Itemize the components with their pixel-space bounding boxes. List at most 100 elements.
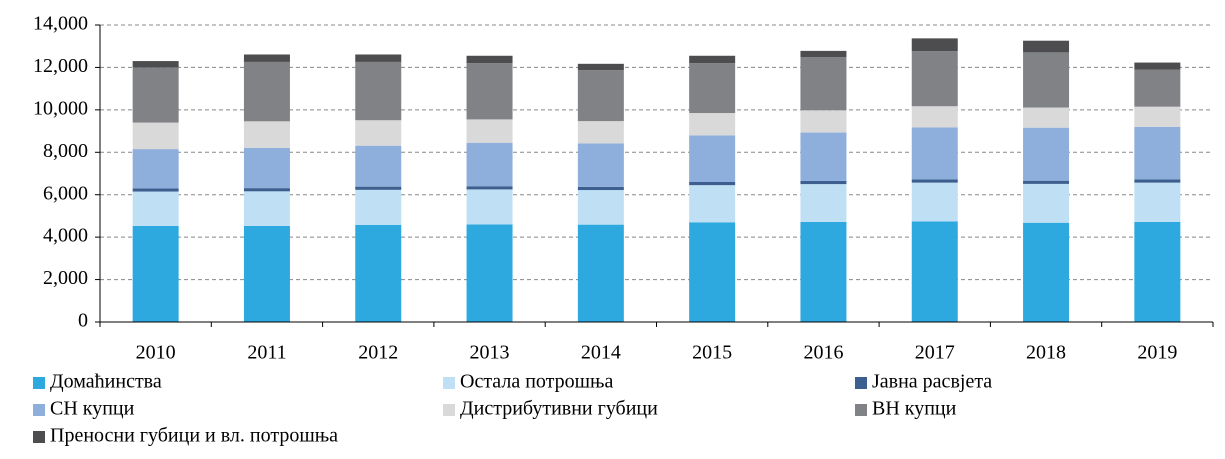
bar-segment [1023, 52, 1070, 108]
bar-segment [1134, 69, 1181, 107]
bar-segment [577, 121, 624, 144]
bar-segment [911, 221, 958, 322]
bar-segment [911, 179, 958, 183]
bar-segment [355, 186, 402, 190]
bar-segment [689, 181, 736, 186]
bar-segment [800, 180, 847, 185]
bar-segment [1134, 182, 1181, 222]
bar-segment [911, 127, 958, 180]
y-tick-label: 4,000 [43, 225, 88, 247]
bar-segment [800, 221, 847, 322]
legend-label: Домаћинства [50, 371, 162, 393]
x-tick-label: 2016 [803, 342, 843, 364]
bar-segment [1134, 62, 1181, 70]
bar-segment [1134, 179, 1181, 183]
bar-segment [1134, 106, 1181, 127]
bar-segment [1023, 107, 1070, 128]
y-tick-label: 0 [78, 310, 88, 332]
bar-segment [800, 184, 847, 222]
legend-label: ВН купци [872, 398, 957, 420]
bar-segment [800, 110, 847, 133]
legend-swatch [855, 404, 867, 416]
bar-segment [1023, 127, 1070, 181]
bar-segment [132, 191, 179, 226]
bar-segment [577, 63, 624, 71]
bar-segment [689, 113, 736, 136]
legend-label: СН купци [50, 398, 135, 420]
bar-segment [132, 188, 179, 192]
x-tick-label: 2012 [358, 342, 398, 364]
bar-segment [577, 190, 624, 225]
x-tick-label: 2011 [247, 342, 286, 364]
x-tick-label: 2018 [1026, 342, 1066, 364]
bar-segment [1134, 221, 1181, 322]
x-tick-label: 2019 [1137, 342, 1177, 364]
legend-label: Преносни губици и вл. потрошња [50, 425, 338, 447]
y-tick-label: 10,000 [33, 97, 88, 119]
legend-swatch [33, 377, 45, 389]
legend-swatch [855, 377, 867, 389]
bar-segment [689, 63, 736, 114]
y-tick-label: 14,000 [33, 13, 88, 35]
x-tick-label: 2013 [470, 342, 510, 364]
legend-swatch [33, 431, 45, 443]
bar-segment [1134, 126, 1181, 180]
bar-segment [466, 55, 513, 64]
bar-segment [1023, 183, 1070, 223]
bar-segment [355, 120, 402, 146]
bar-segment [466, 142, 513, 187]
y-tick-label: 8,000 [43, 140, 88, 162]
bar-segment [911, 182, 958, 222]
bar-segment [1023, 180, 1070, 184]
x-tick-label: 2017 [915, 342, 955, 364]
bar-segment [800, 132, 847, 181]
x-tick-label: 2010 [136, 342, 176, 364]
bar-segment [911, 51, 958, 107]
legend-label: Дистрибутивни губици [460, 398, 658, 420]
legend-swatch [33, 404, 45, 416]
bar-segment [132, 149, 179, 189]
bar-segment [800, 57, 847, 111]
y-tick-label: 6,000 [43, 182, 88, 204]
bar-segment [466, 224, 513, 322]
bar-segment [243, 191, 290, 226]
bar-segment [355, 189, 402, 225]
x-tick-label: 2014 [581, 342, 621, 364]
bar-segment [800, 50, 847, 58]
y-tick-label: 2,000 [43, 267, 88, 289]
bar-segment [243, 61, 290, 122]
bar-segment [466, 119, 513, 143]
bar-segment [355, 61, 402, 121]
legend-swatch [443, 404, 455, 416]
bar-segment [132, 122, 179, 150]
bar-segment [689, 135, 736, 182]
legend-label: Јавна расвјета [872, 371, 992, 393]
bar-segment [1023, 40, 1070, 53]
bar-segment [466, 63, 513, 120]
bar-segment [577, 143, 624, 187]
bar-segment [132, 61, 179, 68]
bar-segment [132, 225, 179, 322]
bar-segment [577, 186, 624, 191]
bar-segment [243, 54, 290, 62]
bar-segment [132, 67, 179, 123]
bar-segment [689, 222, 736, 322]
bar-segment [689, 185, 736, 223]
bar-segment [466, 189, 513, 225]
bar-segment [243, 188, 290, 192]
bar-segment [355, 224, 402, 322]
bar-segment [1023, 222, 1070, 322]
bar-segment [243, 121, 290, 148]
bar-segment [355, 54, 402, 62]
y-tick-label: 12,000 [33, 55, 88, 77]
legend-label: Остала потрошња [460, 371, 614, 393]
x-tick-label: 2015 [692, 342, 732, 364]
bar-segment [689, 55, 736, 64]
bar-segment [911, 38, 958, 52]
bar-segment [243, 147, 290, 189]
bar-segment [577, 70, 624, 122]
bar-segment [577, 224, 624, 322]
bar-segment [466, 186, 513, 190]
bar-segment [355, 145, 402, 187]
